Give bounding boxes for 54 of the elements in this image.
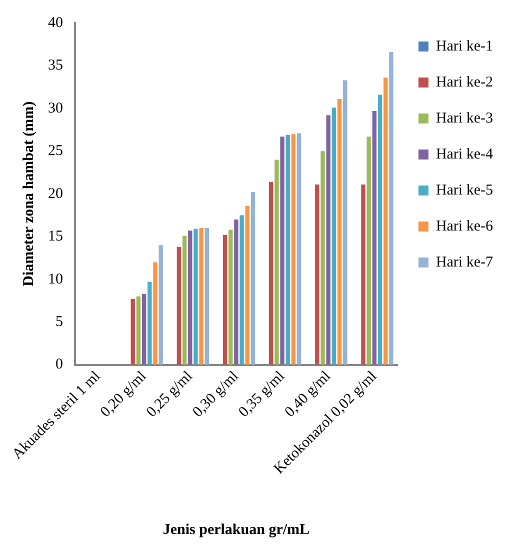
legend-label: Hari ke-5 xyxy=(436,182,494,198)
bar xyxy=(153,262,158,365)
bar xyxy=(361,184,366,365)
x-axis-title: Jenis perlakuan gr/mL xyxy=(162,522,310,538)
bar xyxy=(291,134,296,365)
bar xyxy=(228,230,233,365)
y-axis-title: Diameter zona hambat (mm) xyxy=(20,101,37,286)
bar xyxy=(142,294,146,365)
bar xyxy=(250,192,256,365)
bar xyxy=(372,111,377,365)
bar xyxy=(194,228,198,365)
bar xyxy=(389,52,394,365)
y-tick-label: 40 xyxy=(48,14,63,31)
bar xyxy=(188,230,192,365)
y-tick-label: 10 xyxy=(48,271,63,288)
bar xyxy=(268,182,274,365)
bar xyxy=(343,80,348,365)
legend-label: Hari ke-7 xyxy=(436,254,494,270)
y-tick-label: 5 xyxy=(55,314,63,330)
legend-label: Hari ke-1 xyxy=(436,38,494,54)
bar xyxy=(274,160,279,365)
bar xyxy=(204,228,210,365)
bar xyxy=(366,136,371,365)
legend-label: Hari ke-4 xyxy=(436,146,494,162)
bar xyxy=(280,136,284,365)
bar xyxy=(176,246,182,365)
bar xyxy=(245,206,250,365)
bar xyxy=(332,108,336,365)
y-tick-label: 25 xyxy=(48,143,63,160)
bar xyxy=(136,296,141,365)
y-tick-label: 20 xyxy=(48,186,63,202)
bar xyxy=(240,215,244,365)
legend-label: Hari ke-6 xyxy=(436,218,494,234)
bar xyxy=(222,234,228,365)
bar xyxy=(337,99,342,365)
bar xyxy=(296,133,302,365)
y-tick-label: 30 xyxy=(48,100,63,116)
y-tick-label: 0 xyxy=(55,356,63,373)
y-tick-label: 35 xyxy=(48,58,63,74)
bar xyxy=(378,94,382,365)
y-tick-label: 15 xyxy=(48,228,63,245)
bar xyxy=(234,220,238,365)
legend-label: Hari ke-3 xyxy=(436,110,494,126)
bar xyxy=(320,151,325,365)
bar xyxy=(130,298,135,365)
bar xyxy=(158,245,163,365)
bar xyxy=(315,184,320,365)
bar xyxy=(182,236,187,365)
bar xyxy=(326,115,330,365)
bar xyxy=(148,282,152,365)
bar xyxy=(384,78,388,365)
bar xyxy=(199,228,204,365)
bar xyxy=(286,134,290,365)
legend-label: Hari ke-2 xyxy=(436,74,494,90)
